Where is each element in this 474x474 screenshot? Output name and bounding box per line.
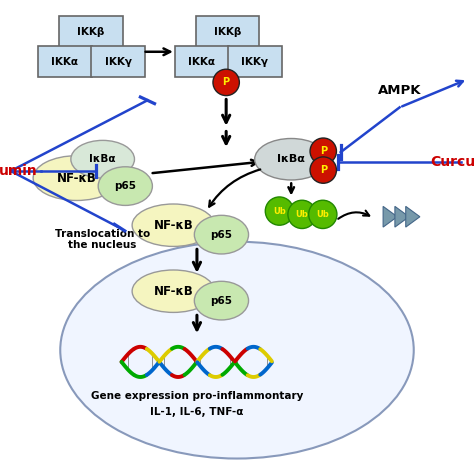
Text: IKKγ: IKKγ (241, 57, 268, 67)
Text: IKKβ: IKKβ (77, 27, 105, 37)
FancyBboxPatch shape (196, 16, 259, 48)
Text: p65: p65 (114, 181, 137, 191)
Text: AMPK: AMPK (378, 84, 421, 97)
Text: p65: p65 (210, 296, 232, 306)
Text: Ub: Ub (296, 210, 309, 219)
Text: Curcu: Curcu (430, 155, 474, 169)
Circle shape (310, 138, 337, 164)
FancyBboxPatch shape (59, 16, 123, 48)
Ellipse shape (255, 138, 328, 180)
Circle shape (265, 197, 293, 225)
FancyBboxPatch shape (91, 46, 146, 77)
Ellipse shape (132, 204, 215, 246)
Text: P: P (319, 165, 327, 175)
Text: IKKγ: IKKγ (105, 57, 132, 67)
Ellipse shape (33, 155, 120, 201)
Circle shape (288, 200, 316, 228)
Circle shape (213, 69, 239, 96)
Polygon shape (406, 206, 420, 227)
Text: IKKα: IKKα (188, 57, 215, 67)
Text: NF-κB: NF-κB (57, 172, 97, 184)
FancyBboxPatch shape (228, 46, 282, 77)
Text: Ub: Ub (317, 210, 329, 219)
Ellipse shape (71, 140, 135, 178)
Text: IκBα: IκBα (277, 154, 305, 164)
Text: NF-κB: NF-κB (154, 219, 193, 232)
Text: p65: p65 (210, 229, 232, 240)
FancyBboxPatch shape (174, 46, 229, 77)
Text: P: P (319, 146, 327, 156)
Text: IκBα: IκBα (90, 154, 116, 164)
Text: P: P (223, 77, 230, 87)
Polygon shape (383, 206, 397, 227)
FancyBboxPatch shape (38, 46, 92, 77)
Text: Translocation to
the nucleus: Translocation to the nucleus (55, 228, 150, 250)
Ellipse shape (98, 167, 153, 205)
Ellipse shape (194, 281, 248, 320)
Text: IKKα: IKKα (52, 57, 79, 67)
Polygon shape (395, 206, 409, 227)
Text: Gene expression pro-inflammontary: Gene expression pro-inflammontary (91, 391, 303, 401)
Text: Ub: Ub (273, 207, 286, 216)
Ellipse shape (194, 215, 248, 254)
Circle shape (310, 157, 337, 183)
Ellipse shape (132, 270, 215, 312)
Text: NF-κB: NF-κB (154, 285, 193, 298)
Circle shape (309, 200, 337, 228)
Text: IKKβ: IKKβ (214, 27, 241, 37)
Text: umin: umin (0, 164, 38, 178)
Ellipse shape (60, 242, 414, 458)
Text: IL-1, IL-6, TNF-α: IL-1, IL-6, TNF-α (150, 407, 244, 417)
